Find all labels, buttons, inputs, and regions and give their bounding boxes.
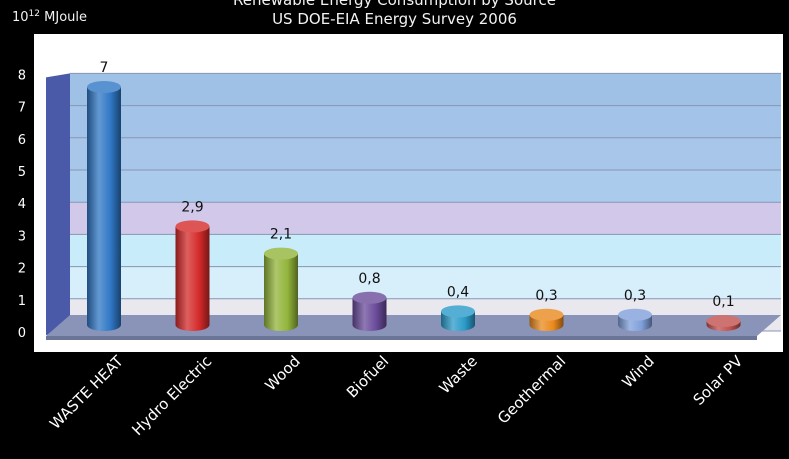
data-label: 2,1: [270, 227, 292, 243]
data-label: 7: [100, 60, 109, 76]
data-label: 0,4: [447, 284, 469, 300]
data-label: 0,8: [358, 271, 380, 287]
y-tick-label: 7: [18, 101, 26, 116]
left-wall: [46, 73, 70, 336]
bar-top: [264, 247, 298, 260]
floor: [46, 315, 781, 336]
unit-exponent: 12: [28, 9, 40, 19]
bar-top: [529, 308, 564, 321]
data-label: 2,9: [181, 199, 203, 215]
bar-biofuel: [352, 297, 387, 331]
y-axis-unit-label: 1012 MJoule: [12, 9, 87, 25]
x-tick-label: Waste: [436, 352, 481, 397]
bar-top: [87, 81, 121, 93]
wall-band: [70, 73, 781, 106]
y-tick-label: 1: [18, 294, 26, 309]
data-label: 0,3: [535, 288, 557, 304]
unit-base: 10: [12, 10, 29, 25]
wall-band: [70, 137, 781, 170]
floor-edge: [46, 336, 757, 340]
x-tick-label: Wind: [618, 352, 657, 391]
bar-hydro-electric: [175, 226, 210, 331]
y-tick-label: 0: [18, 326, 26, 341]
bar-top: [175, 220, 210, 233]
bar-top: [441, 305, 475, 318]
bar-top: [706, 315, 741, 327]
unit-name: MJoule: [44, 10, 87, 25]
x-tick-label: Hydro Electric: [128, 352, 215, 439]
wall-band: [70, 234, 781, 267]
x-tick-label: Wood: [262, 352, 304, 394]
wall-band: [70, 266, 781, 299]
y-tick-label: 6: [18, 133, 26, 148]
y-tick-label: 5: [18, 165, 26, 180]
x-tick-label: Biofuel: [343, 352, 392, 401]
x-tick-label: Geothermal: [494, 352, 569, 427]
bar-top: [618, 308, 652, 321]
wall-band: [70, 105, 781, 138]
bar-wood: [264, 253, 298, 331]
bar-waste-heat: [87, 87, 121, 331]
wall-band: [70, 170, 781, 203]
chart-subtitle: US DOE-EIA Energy Survey 2006: [272, 10, 517, 28]
y-tick-label: 3: [18, 229, 26, 244]
y-tick-label: 8: [18, 68, 26, 83]
x-tick-label: WASTE HEAT: [46, 352, 127, 433]
x-tick-label: Solar PV: [690, 352, 747, 409]
y-tick-label: 4: [18, 197, 26, 212]
bar-top: [352, 291, 387, 304]
wall-band: [70, 202, 781, 235]
data-label: 0,3: [624, 288, 646, 304]
y-tick-label: 2: [18, 262, 26, 277]
chart-title: Renewable Energy Consumption by Source: [233, 0, 556, 9]
data-label: 0,1: [712, 294, 734, 310]
